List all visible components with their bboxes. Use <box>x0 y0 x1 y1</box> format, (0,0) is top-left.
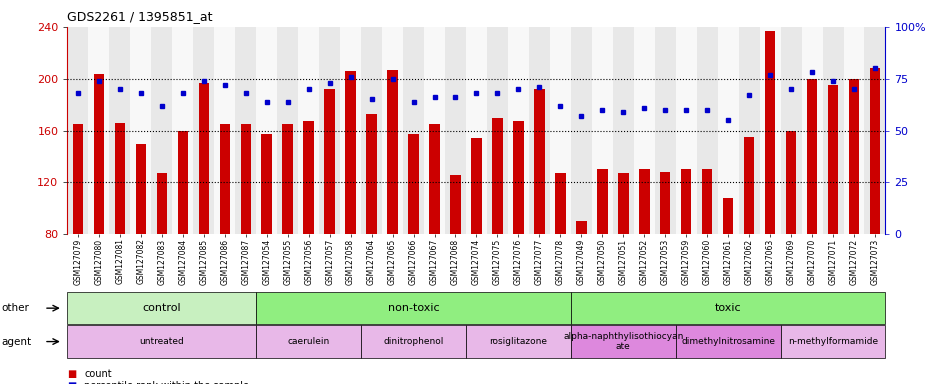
Bar <box>429 124 439 234</box>
Bar <box>198 83 209 234</box>
Bar <box>152 27 172 234</box>
Bar <box>528 27 549 234</box>
Bar <box>298 27 319 234</box>
Text: count: count <box>84 369 111 379</box>
Bar <box>612 27 633 234</box>
Bar <box>633 27 654 234</box>
Bar <box>277 27 298 234</box>
Text: dimethylnitrosamine: dimethylnitrosamine <box>680 337 774 346</box>
Bar <box>826 85 838 234</box>
Bar <box>360 27 382 234</box>
Text: ■: ■ <box>67 369 77 379</box>
Bar <box>654 27 675 234</box>
Text: caerulein: caerulein <box>287 337 329 346</box>
Bar <box>340 27 360 234</box>
Bar <box>282 124 293 234</box>
Bar <box>806 79 816 234</box>
Text: dinitrophenol: dinitrophenol <box>383 337 444 346</box>
Bar <box>73 124 83 234</box>
Bar <box>382 27 402 234</box>
Bar <box>596 169 607 234</box>
Bar <box>136 144 146 234</box>
Bar <box>114 123 125 234</box>
Bar <box>366 114 376 234</box>
Bar <box>723 198 733 234</box>
Bar <box>178 131 188 234</box>
Bar <box>659 172 670 234</box>
Bar <box>445 27 465 234</box>
Bar <box>324 89 334 234</box>
Text: GDS2261 / 1395851_at: GDS2261 / 1395851_at <box>67 10 212 23</box>
Bar <box>235 27 256 234</box>
Text: ■: ■ <box>67 381 77 384</box>
Bar <box>696 27 717 234</box>
Bar <box>549 27 570 234</box>
Bar <box>618 173 628 234</box>
Bar <box>848 79 858 234</box>
Text: alpha-naphthylisothiocyan
ate: alpha-naphthylisothiocyan ate <box>563 332 682 351</box>
Bar <box>156 173 167 234</box>
Text: n-methylformamide: n-methylformamide <box>787 337 877 346</box>
Bar <box>487 27 507 234</box>
Bar <box>534 89 544 234</box>
Bar <box>717 27 738 234</box>
Bar <box>638 169 649 234</box>
Bar <box>780 27 800 234</box>
Text: other: other <box>1 303 29 313</box>
Bar <box>465 27 487 234</box>
Bar <box>800 27 822 234</box>
Text: agent: agent <box>1 336 31 347</box>
Bar <box>842 27 864 234</box>
Bar <box>869 68 879 234</box>
Bar <box>387 70 398 234</box>
Bar <box>67 27 88 234</box>
Bar <box>491 118 502 234</box>
Bar <box>88 27 110 234</box>
Bar <box>675 27 696 234</box>
Text: control: control <box>142 303 181 313</box>
Bar <box>214 27 235 234</box>
Bar <box>576 221 586 234</box>
Bar <box>513 121 523 234</box>
Bar <box>172 27 193 234</box>
Bar <box>759 27 780 234</box>
Bar <box>94 73 104 234</box>
Bar <box>424 27 445 234</box>
Bar <box>241 124 251 234</box>
Bar <box>738 27 759 234</box>
Bar <box>110 27 130 234</box>
Bar <box>345 71 356 234</box>
Bar <box>701 169 711 234</box>
Bar <box>507 27 528 234</box>
Bar <box>764 31 774 234</box>
Bar <box>303 121 314 234</box>
Bar <box>130 27 152 234</box>
Bar <box>592 27 612 234</box>
Bar <box>193 27 214 234</box>
Text: toxic: toxic <box>714 303 740 313</box>
Bar <box>864 27 885 234</box>
Bar <box>319 27 340 234</box>
Bar <box>471 138 481 234</box>
Bar <box>554 173 565 234</box>
Bar <box>450 175 461 234</box>
Bar <box>408 134 418 234</box>
Text: rosiglitazone: rosiglitazone <box>489 337 547 346</box>
Bar <box>261 134 271 234</box>
Bar <box>822 27 842 234</box>
Bar <box>680 169 691 234</box>
Text: percentile rank within the sample: percentile rank within the sample <box>84 381 249 384</box>
Bar <box>402 27 424 234</box>
Bar <box>785 131 796 234</box>
Bar <box>219 124 229 234</box>
Bar <box>743 137 753 234</box>
Text: untreated: untreated <box>139 337 184 346</box>
Bar <box>256 27 277 234</box>
Text: non-toxic: non-toxic <box>388 303 439 313</box>
Bar <box>570 27 592 234</box>
